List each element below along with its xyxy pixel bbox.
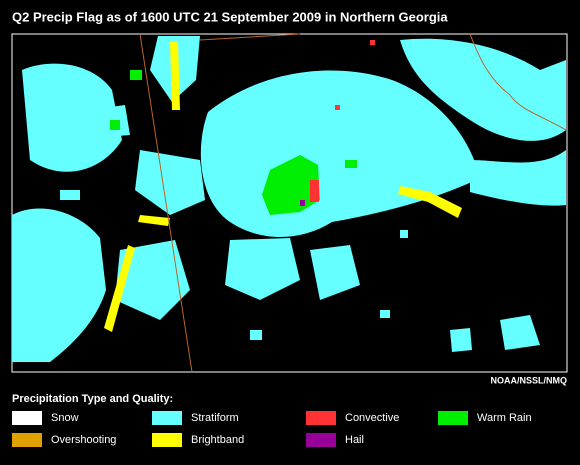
legend-title: Precipitation Type and Quality: — [12, 393, 173, 405]
legend-swatch — [438, 411, 468, 425]
legend-label: Snow — [51, 412, 79, 424]
legend-swatch — [12, 433, 42, 447]
legend-swatch — [152, 433, 182, 447]
legend-label: Overshooting — [51, 434, 116, 446]
legend-swatch — [306, 411, 336, 425]
credit: NOAA/NSSL/NMQ — [491, 375, 568, 385]
legend: Snow Stratiform Convective Warm Rain Oversho… — [12, 411, 532, 447]
legend-label: Warm Rain — [477, 412, 532, 424]
legend-label: Stratiform — [191, 412, 239, 424]
title: Q2 Precip Flag as of 1600 UTC 21 Septemb… — [12, 9, 448, 24]
legend-label: Brightband — [191, 434, 244, 446]
legend-label: Hail — [345, 434, 364, 446]
legend-label: Convective — [345, 412, 399, 424]
legend-swatch — [12, 411, 42, 425]
legend-swatch — [306, 433, 336, 447]
legend-swatch — [152, 411, 182, 425]
radar-map — [11, 33, 568, 373]
